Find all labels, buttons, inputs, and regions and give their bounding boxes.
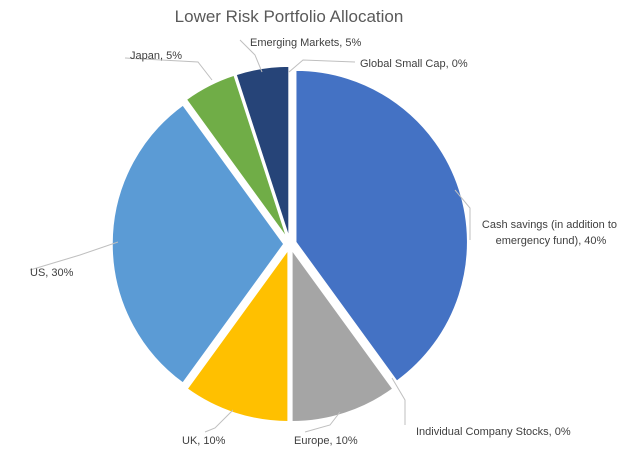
leader-line-japan <box>124 57 213 81</box>
data-label-japan: Japan, 5% <box>130 50 182 62</box>
pie-slice-europe <box>291 247 395 423</box>
leader-line-individual-stocks <box>391 377 406 425</box>
pie-slice-emerging-markets <box>234 65 290 239</box>
data-label-individual-stocks: Individual Company Stocks, 0% <box>416 426 571 438</box>
pie-slices <box>111 65 469 423</box>
leader-line-europe <box>304 411 341 433</box>
leader-line-small-cap <box>288 59 356 73</box>
data-label-cash: Cash savings (in addition to emergency f… <box>482 219 620 247</box>
pie-slice-cash-savings-in-addition-to-emergency-fund <box>294 69 469 383</box>
leader-line-us <box>29 241 119 271</box>
pie-slice-japan <box>185 74 288 240</box>
pie-slice-uk <box>185 247 289 423</box>
data-labels: Cash savings (in addition to emergency f… <box>30 37 620 447</box>
leader-line-uk <box>204 409 234 433</box>
data-label-uk: UK, 10% <box>182 435 226 447</box>
data-label-us: US, 30% <box>30 267 74 279</box>
leader-lines <box>29 39 471 433</box>
data-label-small-cap: Global Small Cap, 0% <box>360 58 468 70</box>
data-label-emerging: Emerging Markets, 5% <box>250 37 361 49</box>
data-label-europe: Europe, 10% <box>294 435 358 447</box>
leader-line-cash <box>454 189 471 240</box>
leader-line-emerging <box>239 39 263 73</box>
chart-title: Lower Risk Portfolio Allocation <box>175 7 404 26</box>
